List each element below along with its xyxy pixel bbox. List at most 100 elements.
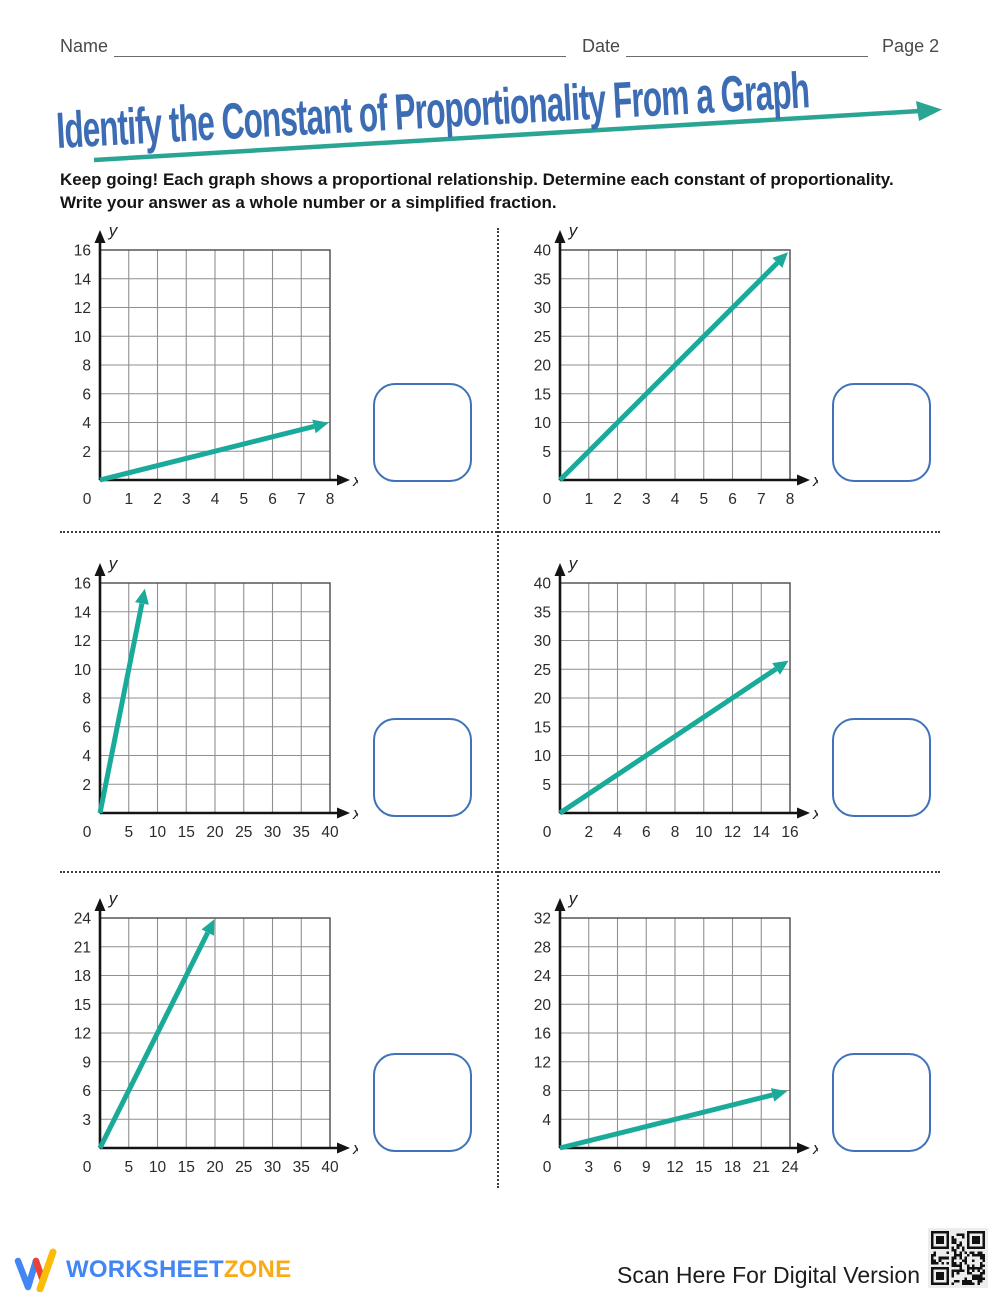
- svg-text:x: x: [812, 804, 818, 823]
- svg-text:4: 4: [613, 824, 622, 841]
- svg-text:30: 30: [264, 824, 282, 841]
- y-tick-labels: 2 4 6 8 10 12 14 16: [74, 576, 92, 794]
- svg-text:10: 10: [534, 748, 552, 765]
- svg-text:12: 12: [74, 633, 91, 650]
- svg-text:28: 28: [534, 939, 551, 956]
- x-tick-labels: 0 3 6 9 12 15 18 21 24: [543, 1159, 799, 1176]
- svg-text:9: 9: [82, 1054, 91, 1071]
- svg-text:20: 20: [534, 997, 552, 1014]
- svg-text:4: 4: [542, 1112, 551, 1129]
- graph-1: yx246810121416012345678: [58, 221, 362, 508]
- svg-text:35: 35: [534, 604, 551, 621]
- svg-text:14: 14: [74, 604, 92, 621]
- svg-text:15: 15: [178, 1159, 195, 1176]
- proportional-line: [99, 419, 329, 483]
- svg-text:6: 6: [268, 491, 277, 508]
- grid-lines: [559, 249, 791, 481]
- svg-text:35: 35: [293, 1159, 310, 1176]
- qr-code-icon: [928, 1228, 988, 1288]
- svg-text:25: 25: [235, 824, 252, 841]
- svg-text:1: 1: [584, 491, 593, 508]
- axes: yx: [94, 554, 362, 823]
- answer-box-2[interactable]: [832, 383, 931, 482]
- svg-text:x: x: [812, 1139, 818, 1158]
- svg-text:3: 3: [642, 491, 651, 508]
- divider-vertical: [497, 228, 499, 1188]
- svg-text:18: 18: [74, 968, 91, 985]
- x-tick-labels: 0 5 10 15 20 25 30 35 40: [83, 824, 339, 841]
- svg-text:6: 6: [82, 386, 91, 403]
- answer-box-3[interactable]: [373, 718, 472, 817]
- svg-text:25: 25: [534, 329, 551, 346]
- svg-text:35: 35: [534, 271, 551, 288]
- header: Name Date Page 2: [60, 36, 940, 57]
- svg-text:5: 5: [699, 491, 708, 508]
- title-underline-arrow-icon: [93, 101, 942, 163]
- svg-text:15: 15: [695, 1159, 712, 1176]
- graph-5: yx36912151821240510152025303540: [58, 889, 362, 1176]
- svg-text:24: 24: [74, 911, 92, 928]
- grid-lines: [99, 249, 331, 481]
- svg-text:20: 20: [206, 824, 224, 841]
- answer-box-4[interactable]: [832, 718, 931, 817]
- svg-text:4: 4: [82, 415, 91, 432]
- svg-text:12: 12: [724, 824, 741, 841]
- x-tick-labels: 0 1 2 3 4 5 6 7 8: [83, 491, 335, 508]
- svg-text:6: 6: [82, 1083, 91, 1100]
- answer-box-1[interactable]: [373, 383, 472, 482]
- page-number: Page 2: [882, 36, 940, 56]
- proportional-line: [558, 660, 789, 816]
- svg-text:y: y: [108, 224, 119, 240]
- svg-text:1: 1: [124, 491, 133, 508]
- svg-text:y: y: [568, 557, 579, 573]
- svg-text:10: 10: [74, 662, 92, 679]
- answer-box-6[interactable]: [832, 1053, 931, 1152]
- svg-text:x: x: [352, 471, 358, 490]
- svg-text:y: y: [568, 892, 579, 908]
- footer-brand: WORKSHEETZONE: [14, 1248, 291, 1292]
- answer-box-5[interactable]: [373, 1053, 472, 1152]
- y-tick-labels: 4 8 12 16 20 24 28 32: [534, 911, 552, 1129]
- svg-text:40: 40: [321, 824, 339, 841]
- svg-text:5: 5: [239, 491, 248, 508]
- svg-text:5: 5: [542, 777, 551, 794]
- y-tick-labels: 5 10 15 20 25 30 35 40: [534, 576, 552, 794]
- instructions-line-2: Write your answer as a whole number or a…: [60, 193, 557, 212]
- svg-text:12: 12: [74, 300, 91, 317]
- axes: yx: [94, 889, 362, 1158]
- brand-worksheet: WORKSHEET: [66, 1256, 224, 1283]
- svg-text:5: 5: [542, 444, 551, 461]
- axes: yx: [554, 221, 822, 490]
- x-tick-labels: 0 2 4 6 8 10 12 14 16: [543, 824, 799, 841]
- divider-horizontal-2: [60, 871, 940, 873]
- svg-text:y: y: [108, 557, 119, 573]
- svg-text:20: 20: [206, 1159, 224, 1176]
- svg-text:0: 0: [83, 1159, 92, 1176]
- svg-text:16: 16: [534, 1026, 551, 1043]
- svg-text:20: 20: [534, 358, 552, 375]
- svg-text:15: 15: [534, 386, 551, 403]
- date-line-field[interactable]: [626, 36, 869, 57]
- svg-text:15: 15: [534, 719, 551, 736]
- axes: yx: [554, 554, 822, 823]
- svg-text:32: 32: [534, 911, 551, 928]
- y-tick-labels: 2 4 6 8 10 12 14 16: [74, 243, 92, 461]
- svg-text:21: 21: [753, 1159, 770, 1176]
- svg-text:2: 2: [613, 491, 622, 508]
- date-label: Date: [582, 36, 621, 56]
- svg-text:x: x: [352, 1139, 358, 1158]
- svg-text:10: 10: [74, 329, 92, 346]
- svg-text:5: 5: [124, 1159, 133, 1176]
- svg-text:6: 6: [728, 491, 737, 508]
- svg-text:0: 0: [543, 1159, 552, 1176]
- svg-text:8: 8: [786, 491, 795, 508]
- name-line-field[interactable]: [114, 36, 567, 57]
- graph-4: yx5101520253035400246810121416: [518, 554, 822, 841]
- title-block: Identify the Constant of Proportionality…: [55, 61, 948, 172]
- svg-text:7: 7: [297, 491, 306, 508]
- svg-text:8: 8: [326, 491, 335, 508]
- divider-horizontal-1: [60, 531, 940, 533]
- graph-2: yx510152025303540012345678: [518, 221, 822, 508]
- svg-text:14: 14: [74, 271, 92, 288]
